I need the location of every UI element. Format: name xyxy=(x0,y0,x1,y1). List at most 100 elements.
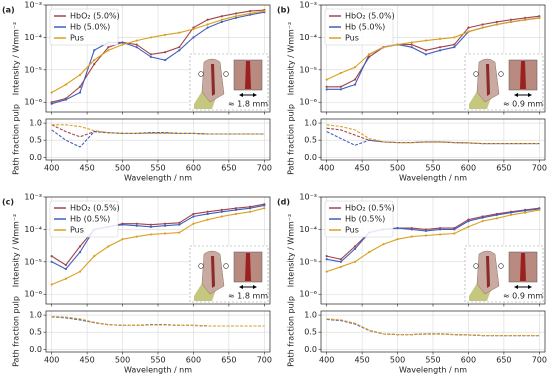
series-point xyxy=(206,18,209,21)
series-point xyxy=(524,211,527,214)
series-point xyxy=(50,283,53,286)
y-tick-label: 10⁻⁶ xyxy=(299,98,317,107)
arrow-head xyxy=(239,93,243,97)
y-axis-label: Path fraction pulp xyxy=(287,104,296,175)
series-point xyxy=(410,46,413,49)
x-tick-label: 550 xyxy=(425,164,440,173)
series-point xyxy=(206,23,209,26)
x-tick-label: 550 xyxy=(425,356,440,365)
series-point xyxy=(438,49,442,52)
series-point xyxy=(107,245,110,248)
series-point xyxy=(396,238,399,241)
series-point xyxy=(234,207,238,210)
detector xyxy=(498,263,504,269)
source xyxy=(198,71,204,77)
series-point xyxy=(192,215,195,218)
legend-label: Hb (5.0%) xyxy=(70,23,110,32)
legend-box xyxy=(324,200,394,238)
legend-label: HbO₂ (0.5%) xyxy=(345,204,395,213)
zoom-pulp xyxy=(520,253,526,281)
legend-label: Hb (5.0%) xyxy=(345,23,385,32)
series-point xyxy=(481,216,484,219)
y-tick-label: 10⁻³ xyxy=(24,1,42,10)
series-point xyxy=(220,210,223,213)
series-point xyxy=(107,46,110,49)
series-point xyxy=(178,223,181,226)
series-point xyxy=(93,58,96,62)
series-point xyxy=(50,102,53,105)
series-point xyxy=(178,221,181,224)
series-point xyxy=(149,55,153,59)
series-point xyxy=(325,78,328,81)
series-point xyxy=(438,46,442,49)
x-tick-label: 550 xyxy=(150,164,165,173)
series-point xyxy=(509,213,513,217)
series-line xyxy=(51,10,265,93)
series-point xyxy=(50,260,53,263)
series-point xyxy=(353,78,357,81)
series-point xyxy=(325,258,328,261)
arrow-head xyxy=(528,285,532,289)
x-tick-label: 700 xyxy=(532,164,547,173)
axes-frame xyxy=(45,310,271,353)
source xyxy=(198,263,204,269)
annotation: ≈ 0.9 mm xyxy=(503,292,543,301)
arrow-head xyxy=(239,285,243,289)
series-point xyxy=(234,212,238,216)
series-point xyxy=(325,255,328,258)
series-point xyxy=(93,63,96,66)
series-point xyxy=(481,26,484,29)
series-point xyxy=(263,207,266,210)
x-tick-label: 500 xyxy=(390,164,405,173)
series-line xyxy=(326,124,540,145)
y-axis-label: Path fraction pulp xyxy=(12,296,21,367)
series-point xyxy=(64,83,67,86)
panel-label: (c) xyxy=(2,198,14,207)
series-line xyxy=(326,17,540,81)
series-point xyxy=(453,43,456,46)
series-point xyxy=(339,258,342,261)
x-tick-label: 650 xyxy=(496,356,511,365)
y-tick-label: 0.5 xyxy=(29,328,42,337)
series-point xyxy=(495,213,498,217)
x-tick-label: 600 xyxy=(461,164,476,173)
series-point xyxy=(438,228,442,231)
y-axis-label: Intensity / Wmm⁻² xyxy=(12,22,21,96)
legend-box xyxy=(49,200,119,238)
y-tick-label: 0.5 xyxy=(304,136,317,145)
series-line xyxy=(51,204,265,270)
series-point xyxy=(192,28,195,31)
series-point xyxy=(481,23,484,26)
zoom-pulp xyxy=(245,253,251,281)
series-point xyxy=(149,223,153,226)
x-tick-label: 500 xyxy=(115,164,130,173)
series-point xyxy=(438,233,442,236)
zoom-pulp xyxy=(245,61,251,89)
y-tick-label: 10⁻⁶ xyxy=(299,290,317,299)
series-point xyxy=(339,88,342,91)
legend-label: Hb (0.5%) xyxy=(345,215,385,224)
series-point xyxy=(410,41,413,44)
y-tick-label: 1.0 xyxy=(304,119,317,128)
series-point xyxy=(192,212,195,216)
y-axis-label: Path fraction pulp xyxy=(287,296,296,367)
x-axis-label: Wavelength / nm xyxy=(399,174,467,183)
y-tick-label: 0.5 xyxy=(304,328,317,337)
pulp xyxy=(211,256,215,288)
series-point xyxy=(339,85,342,88)
legend-label: Pus xyxy=(345,34,359,43)
series-point xyxy=(234,16,238,19)
series-point xyxy=(410,235,413,238)
arrow-head xyxy=(514,93,518,97)
panel-label: (b) xyxy=(277,6,290,15)
series-point xyxy=(263,9,266,13)
series-point xyxy=(149,225,153,228)
x-tick-label: 450 xyxy=(354,164,369,173)
series-point xyxy=(410,228,413,231)
y-tick-label: 10⁻⁴ xyxy=(24,225,42,234)
x-tick-label: 500 xyxy=(390,356,405,365)
x-axis-label: Wavelength / nm xyxy=(124,174,192,183)
x-tick-label: 400 xyxy=(44,356,59,365)
series-point xyxy=(424,229,428,232)
series-point xyxy=(163,33,167,36)
